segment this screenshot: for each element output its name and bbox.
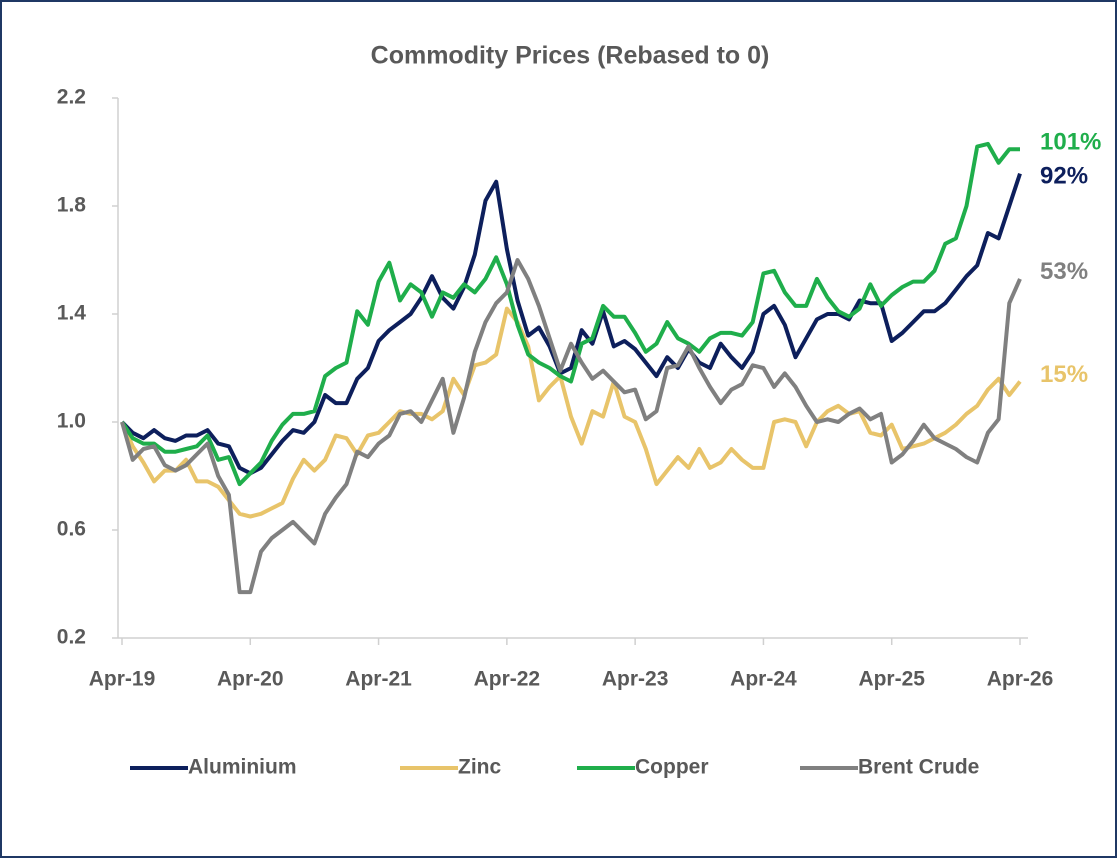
legend-label: Zinc	[458, 756, 501, 779]
y-tick-label: 1.4	[57, 302, 87, 325]
x-tick-label: Apr-23	[602, 668, 669, 691]
series-line	[120, 258, 1022, 595]
legend-label: Copper	[635, 756, 709, 779]
y-tick-label: 1.8	[57, 194, 87, 217]
y-tick-label: 2.2	[57, 86, 86, 109]
x-tick-label: Apr-26	[987, 668, 1054, 691]
x-tick-label: Apr-21	[345, 668, 412, 691]
x-tick-label: Apr-22	[474, 668, 541, 691]
x-tick-label: Apr-20	[217, 668, 284, 691]
x-tick-label: Apr-25	[858, 668, 925, 691]
end-label: 15%	[1040, 361, 1088, 388]
series-line	[120, 172, 1022, 476]
series-line	[120, 141, 1020, 487]
chart-title: Commodity Prices (Rebased to 0)	[371, 42, 770, 70]
x-tick-label: Apr-24	[730, 668, 797, 691]
end-label: 101%	[1040, 129, 1101, 156]
y-tick-label: 0.6	[57, 518, 86, 541]
end-label: 92%	[1040, 163, 1088, 190]
end-label: 53%	[1040, 258, 1088, 285]
x-tick-label: Apr-19	[89, 668, 156, 691]
legend-label: Brent Crude	[858, 756, 979, 779]
series-line	[120, 306, 1022, 519]
legend-label: Aluminium	[188, 756, 297, 779]
y-tick-label: 1.0	[57, 410, 86, 433]
y-tick-label: 0.2	[57, 626, 86, 649]
